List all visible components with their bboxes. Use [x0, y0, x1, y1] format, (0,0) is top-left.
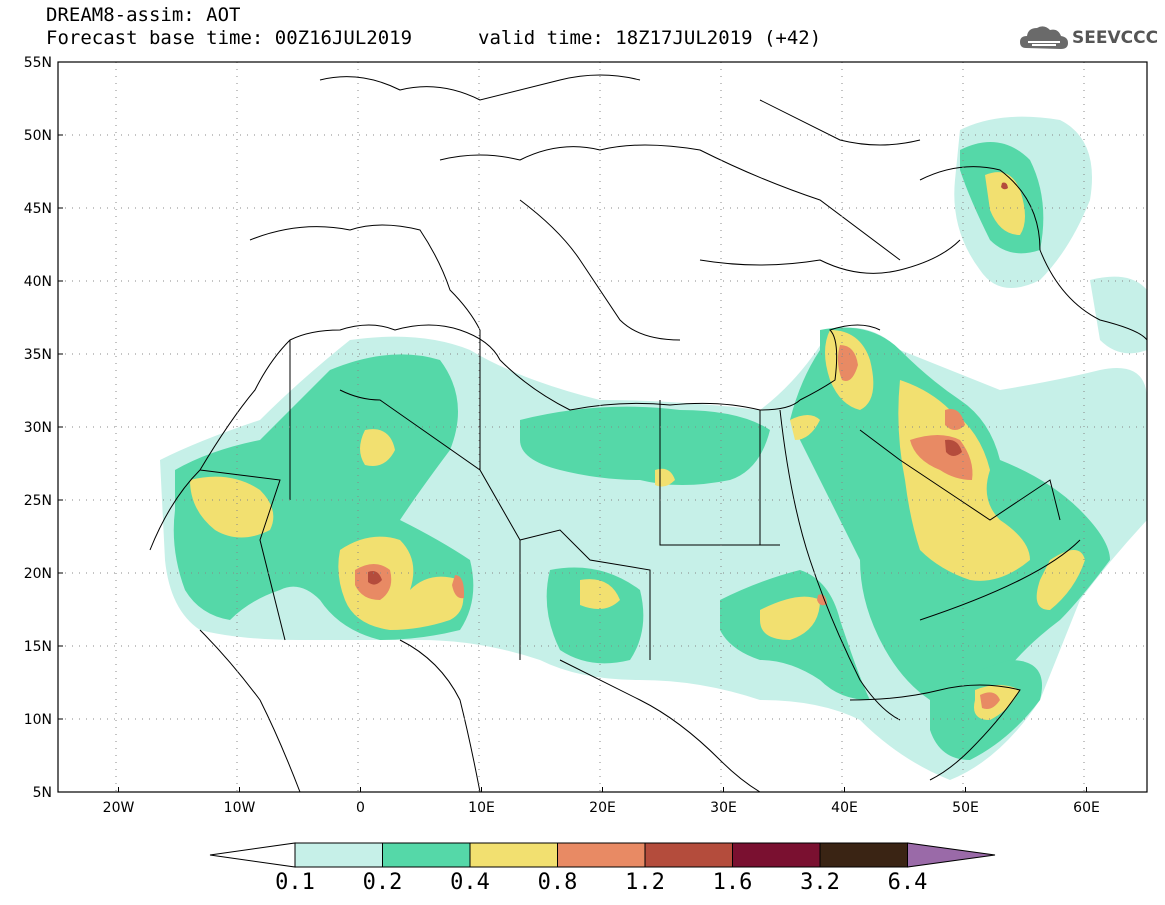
longitude-label: 20W: [103, 800, 135, 816]
colorbar-label: 0.2: [363, 870, 403, 895]
map-gridlines: [58, 62, 1147, 792]
colorbar-box: [819, 842, 908, 868]
longitude-label: 30E: [710, 800, 737, 816]
map-title: DREAM8-assim: AOT: [46, 4, 241, 26]
colorbar-box: [644, 842, 733, 868]
logo-text: SEEVCCC: [1072, 28, 1159, 48]
colorbar-box: [294, 842, 383, 868]
colorbar-label: 0.4: [450, 870, 490, 895]
colorbar-label: 0.1: [275, 870, 315, 895]
longitude-label: 10E: [468, 800, 495, 816]
seevccc-logo: SEEVCCC: [1018, 22, 1158, 56]
latitude-label: 20N: [24, 566, 52, 582]
aot-fields: [58, 62, 1147, 792]
aot-level-1.2: [368, 182, 1008, 585]
latitude-label: 5N: [33, 785, 52, 801]
longitude-label: 40E: [831, 800, 858, 816]
latitude-label: 30N: [24, 420, 52, 436]
colorbar-box: [557, 842, 646, 868]
forecast-base-time: Forecast base time: 00Z16JUL2019: [46, 27, 413, 49]
valid-time: valid time: 18Z17JUL2019 (+42): [478, 27, 822, 49]
longitude-label: 0: [356, 800, 365, 816]
latitude-axis: 55N 50N 45N 40N 35N 30N 25N 20N 15N 10N 5N: [24, 55, 63, 801]
colorbar-label: 3.2: [800, 870, 840, 895]
latitude-label: 10N: [24, 712, 52, 728]
colorbar-label: 6.4: [888, 870, 928, 895]
country-borders: [149, 74, 1147, 792]
colorbar-label: 1.6: [713, 870, 753, 895]
cloud-logo-icon: [1020, 26, 1068, 49]
colorbar-labels: 0.1 0.2 0.4 0.8 1.2 1.6 3.2 6.4: [275, 870, 927, 895]
latitude-label: 25N: [24, 493, 52, 509]
latitude-label: 15N: [24, 639, 52, 655]
colorbar-box: [469, 842, 558, 868]
latitude-label: 35N: [24, 347, 52, 363]
colorbar-box: [732, 842, 821, 868]
colorbar-label: 0.8: [538, 870, 578, 895]
latitude-label: 55N: [24, 55, 52, 71]
latitude-label: 45N: [24, 201, 52, 217]
latitude-label: 50N: [24, 128, 52, 144]
longitude-label: 10W: [224, 800, 256, 816]
longitude-axis: 20W 10W 0 10E 20E 30E 40E 50E 60E: [103, 787, 1100, 816]
longitude-label: 20E: [589, 800, 616, 816]
latitude-label: 40N: [24, 274, 52, 290]
colorbar-over-arrow: [907, 842, 996, 868]
aot-level-0.4: [190, 172, 1085, 720]
longitude-label: 60E: [1073, 800, 1100, 816]
colorbar-under-arrow: [209, 842, 296, 868]
colorbar-label: 1.2: [625, 870, 665, 895]
longitude-label: 50E: [952, 800, 979, 816]
colorbar-box: [382, 842, 471, 868]
colorbar-boxes: [294, 842, 996, 868]
